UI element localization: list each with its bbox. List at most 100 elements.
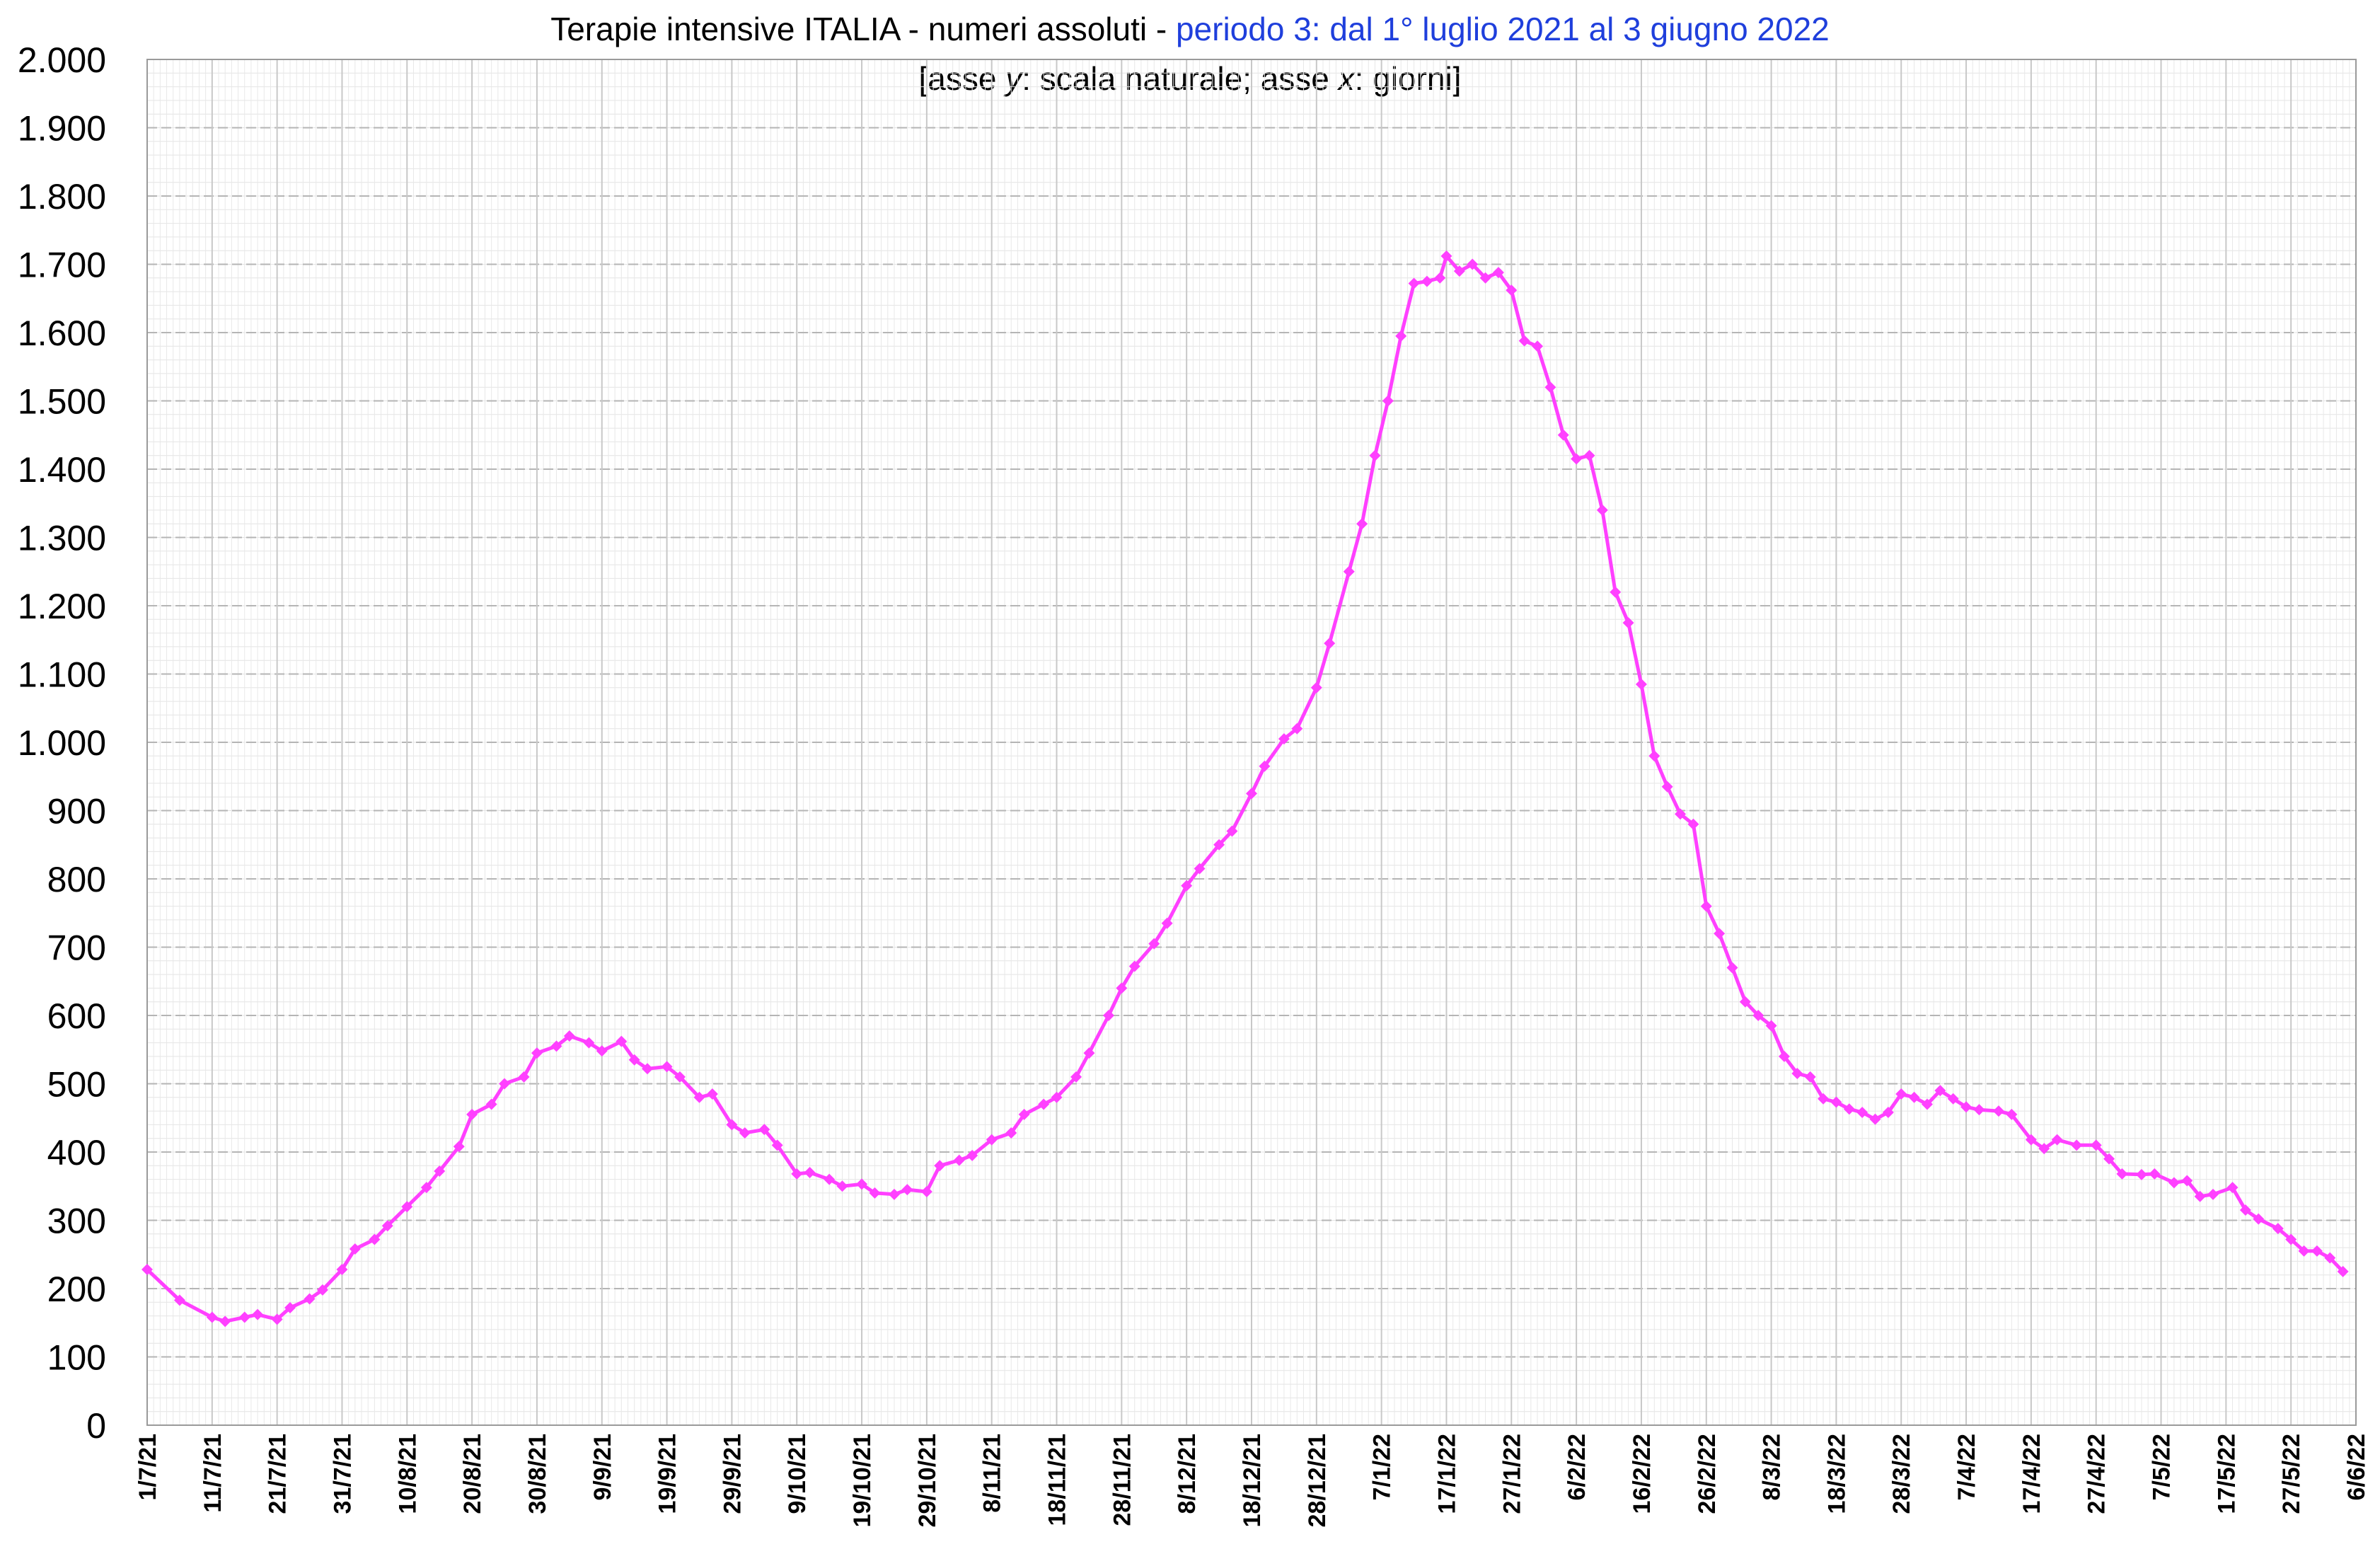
y-tick-label: 2.000 [18,40,106,80]
data-point-marker [706,1088,718,1100]
data-point-marker [1726,962,1738,974]
x-tick-label: 11/7/21 [200,1434,226,1513]
data-point-marker [901,1184,913,1196]
data-point-marker [518,1071,530,1083]
data-point-marker [1018,1108,1030,1120]
data-point-marker [1778,1050,1790,1062]
data-point-marker [401,1201,413,1213]
data-point-marker [2181,1175,2193,1187]
data-point-marker [953,1154,965,1166]
data-point-marker [1161,917,1173,929]
data-point-marker [485,1098,497,1110]
data-point-marker [1947,1093,1959,1105]
x-tick-label: 7/5/22 [2149,1434,2176,1501]
data-point-marker [1194,863,1206,875]
data-point-marker [771,1139,783,1151]
data-point-marker [1739,996,1751,1008]
data-point-marker [2090,1139,2102,1151]
data-point-marker [1843,1103,1855,1115]
data-point-marker [1675,808,1687,820]
data-point-marker [1583,449,1595,461]
major-gridlines [146,59,2357,1426]
x-tick-label: 27/4/22 [2084,1434,2110,1514]
y-tick-label: 0 [86,1406,106,1446]
data-point-marker [1921,1098,1933,1110]
data-point-marker [1356,518,1368,530]
y-tick-label: 300 [47,1202,106,1241]
data-point-marker [2272,1223,2284,1235]
data-point-marker [791,1168,803,1180]
x-tick-label: 17/5/22 [2213,1434,2240,1514]
x-tick-label: 17/1/22 [1433,1434,1460,1514]
data-point-marker [628,1054,640,1066]
data-point-marker [381,1220,393,1232]
data-point-marker [1661,781,1673,793]
data-point-marker [1291,722,1303,735]
x-tick-label: 8/3/22 [1759,1434,1786,1501]
data-point-marker [739,1127,751,1139]
data-point-marker [2324,1252,2336,1264]
x-tick-label: 26/2/22 [1694,1434,1721,1514]
data-point-marker [1791,1068,1803,1080]
x-tick-label: 16/2/22 [1629,1434,1656,1514]
data-point-marker [1421,275,1433,287]
data-point-marker [1687,818,1699,830]
data-point-marker [1714,928,1726,940]
data-point-marker [674,1071,686,1083]
data-point-marker [1148,938,1160,950]
y-tick-label: 1.400 [18,450,106,490]
data-point-marker [1278,733,1290,745]
data-point-marker [1116,982,1128,994]
x-tick-label: 27/5/22 [2278,1434,2305,1514]
y-tick-label: 1.600 [18,313,106,353]
data-point-marker [1973,1104,1985,1116]
plot-frame [146,59,2357,1426]
data-point-marker [206,1311,218,1323]
x-tick-label: 27/1/22 [1498,1434,1525,1514]
data-point-marker [1310,681,1322,693]
data-point-marker [1544,381,1556,393]
y-tick-label: 900 [47,792,106,831]
x-tick-label: 17/4/22 [2018,1434,2045,1514]
data-point-marker [1102,1010,1114,1021]
data-point-marker [986,1134,998,1146]
data-point-marker [2149,1168,2161,1180]
data-point-marker [1992,1105,2004,1117]
data-point-marker [1467,258,1479,270]
data-point-marker [2239,1204,2251,1216]
data-point-marker [1596,504,1608,516]
x-tick-label: 18/11/21 [1044,1434,1071,1526]
data-point-marker [2194,1190,2206,1202]
data-point-marker [2038,1143,2050,1155]
data-point-marker [1869,1113,1881,1125]
y-tick-label: 700 [47,928,106,968]
data-point-marker [2135,1168,2147,1180]
data-point-marker [616,1035,628,1047]
data-point-marker [219,1315,231,1328]
data-point-marker [642,1063,654,1075]
data-point-marker [284,1302,296,1314]
x-tick-label: 29/10/21 [914,1434,941,1527]
data-point-marker [2311,1245,2323,1257]
data-point-marker [1610,586,1622,598]
data-point-marker [1752,1010,1764,1021]
data-point-marker [1246,788,1257,800]
data-point-marker [1648,750,1660,762]
x-tick-label: 28/11/21 [1109,1434,1136,1526]
x-axis-tick-labels: 1/7/21 11/7/21 21/7/21 31/7/21 10/8/21 20/8/2… [134,1434,2370,1527]
data-point-marker [1324,638,1336,650]
data-point-marker [1479,272,1491,284]
data-point-marker [1882,1107,1894,1119]
x-tick-label: 21/7/21 [265,1434,291,1514]
x-tick-label: 10/8/21 [394,1434,421,1514]
chart-title: Terapie intensive ITALIA - numeri assolu… [0,10,2380,48]
data-point-marker [1571,453,1583,465]
data-point-marker [1856,1107,1868,1119]
x-tick-label: 8/12/21 [1174,1434,1201,1514]
data-point-marker [1128,960,1140,972]
data-point-marker [466,1108,478,1120]
x-tick-label: 9/9/21 [589,1434,616,1501]
data-point-marker [2337,1265,2349,1277]
data-point-marker [1051,1091,1063,1103]
